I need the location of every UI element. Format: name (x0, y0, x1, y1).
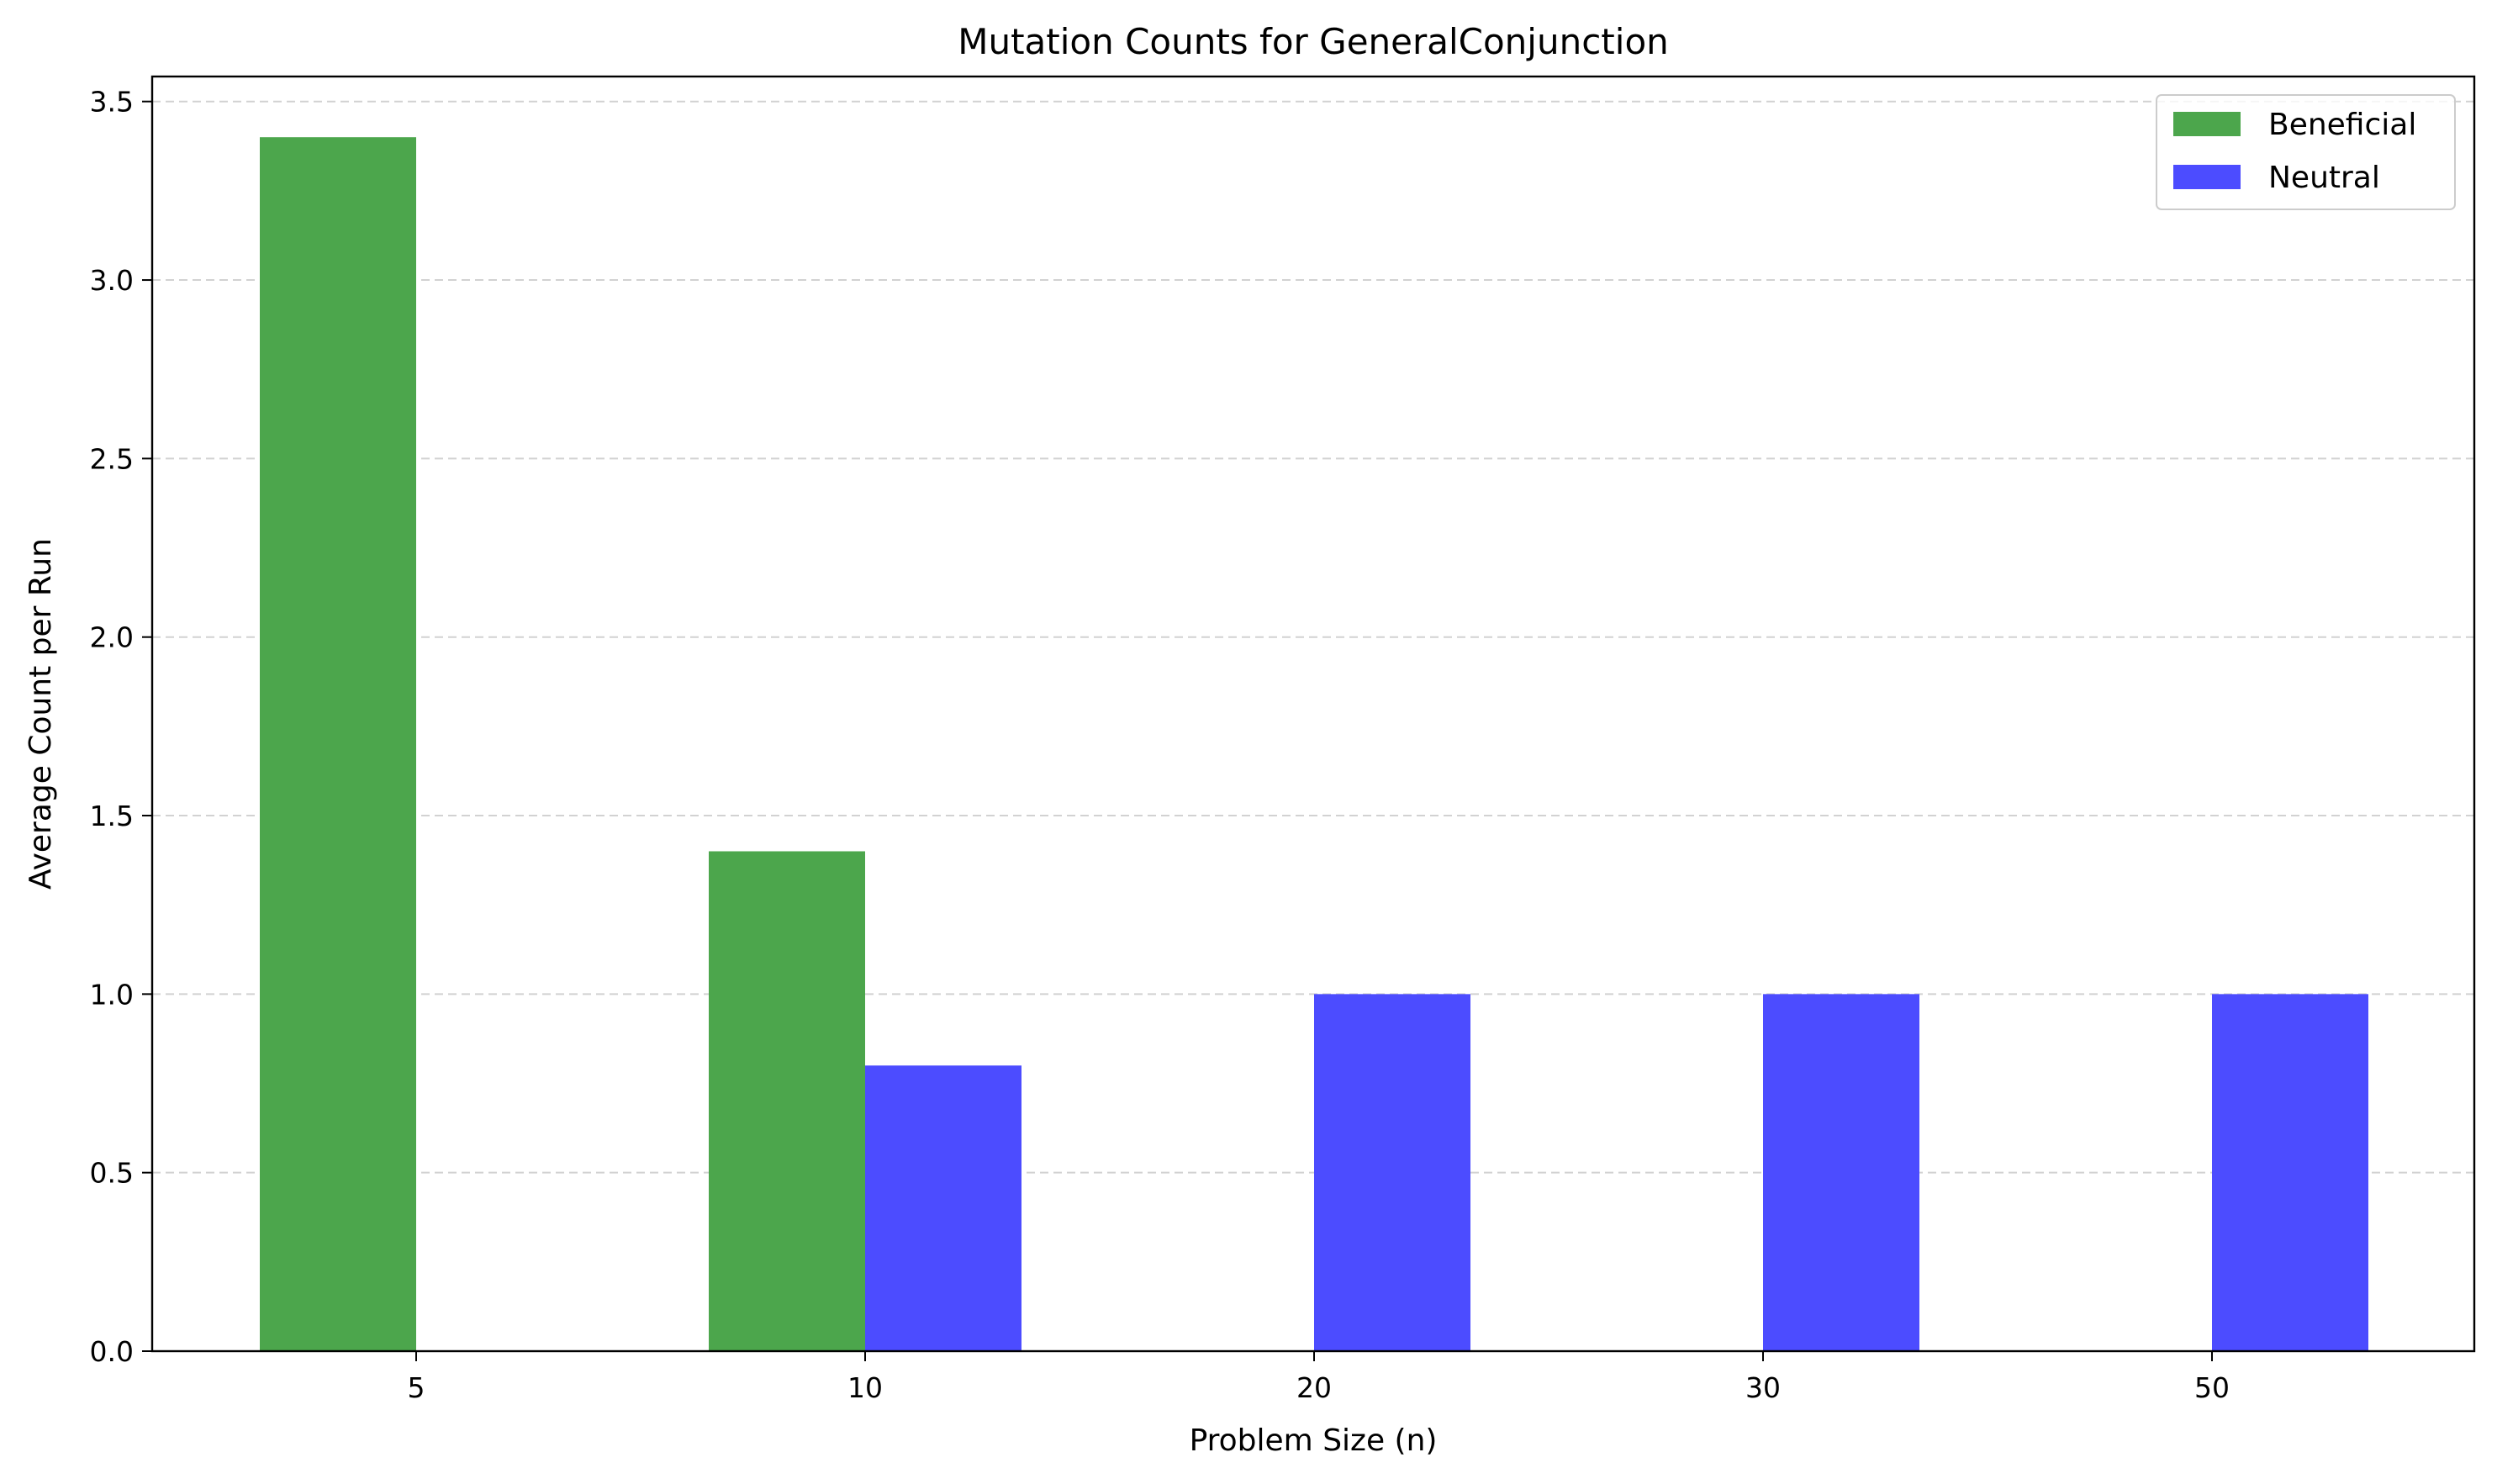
bar-beneficial-5 (260, 137, 416, 1352)
bar-neutral-20 (1314, 994, 1470, 1351)
y-tick-label: 3.5 (90, 86, 134, 119)
y-axis: 0.0 0.5 1.0 1.5 2.0 2.5 3.0 3.5 (90, 86, 152, 1368)
legend-label-beneficial: Beneficial (2268, 108, 2416, 142)
x-tick-label: 30 (1745, 1371, 1781, 1404)
bar-neutral-50 (2212, 994, 2368, 1351)
x-axis: 5 10 20 30 50 (408, 1351, 2230, 1404)
x-tick-label: 50 (2194, 1371, 2230, 1404)
chart-title: Mutation Counts for GeneralConjunction (958, 21, 1669, 62)
y-tick-label: 1.5 (90, 800, 134, 832)
bar-neutral-30 (1763, 994, 1919, 1351)
x-axis-label: Problem Size (n) (1190, 1423, 1438, 1458)
y-tick-label: 2.5 (90, 442, 134, 475)
y-tick-label: 0.5 (90, 1157, 134, 1190)
y-axis-label: Average Count per Run (24, 538, 58, 890)
legend-swatch-beneficial (2173, 112, 2241, 136)
legend: Beneficial Neutral (2156, 94, 2456, 210)
x-tick-label: 5 (408, 1371, 425, 1404)
x-tick-label: 10 (847, 1371, 883, 1404)
y-tick-label: 0.0 (90, 1335, 134, 1368)
legend-label-neutral: Neutral (2268, 161, 2380, 195)
plot-frame (150, 75, 2476, 1353)
bars (260, 137, 2368, 1352)
x-tick-label: 20 (1296, 1371, 1332, 1404)
legend-swatch-neutral (2173, 165, 2241, 189)
y-tick-label: 1.0 (90, 978, 134, 1011)
bar-beneficial-10 (709, 851, 865, 1351)
y-tick-label: 2.0 (90, 621, 134, 654)
gridlines (152, 100, 2474, 1174)
y-tick-label: 3.0 (90, 264, 134, 297)
bar-neutral-10 (865, 1065, 1022, 1351)
